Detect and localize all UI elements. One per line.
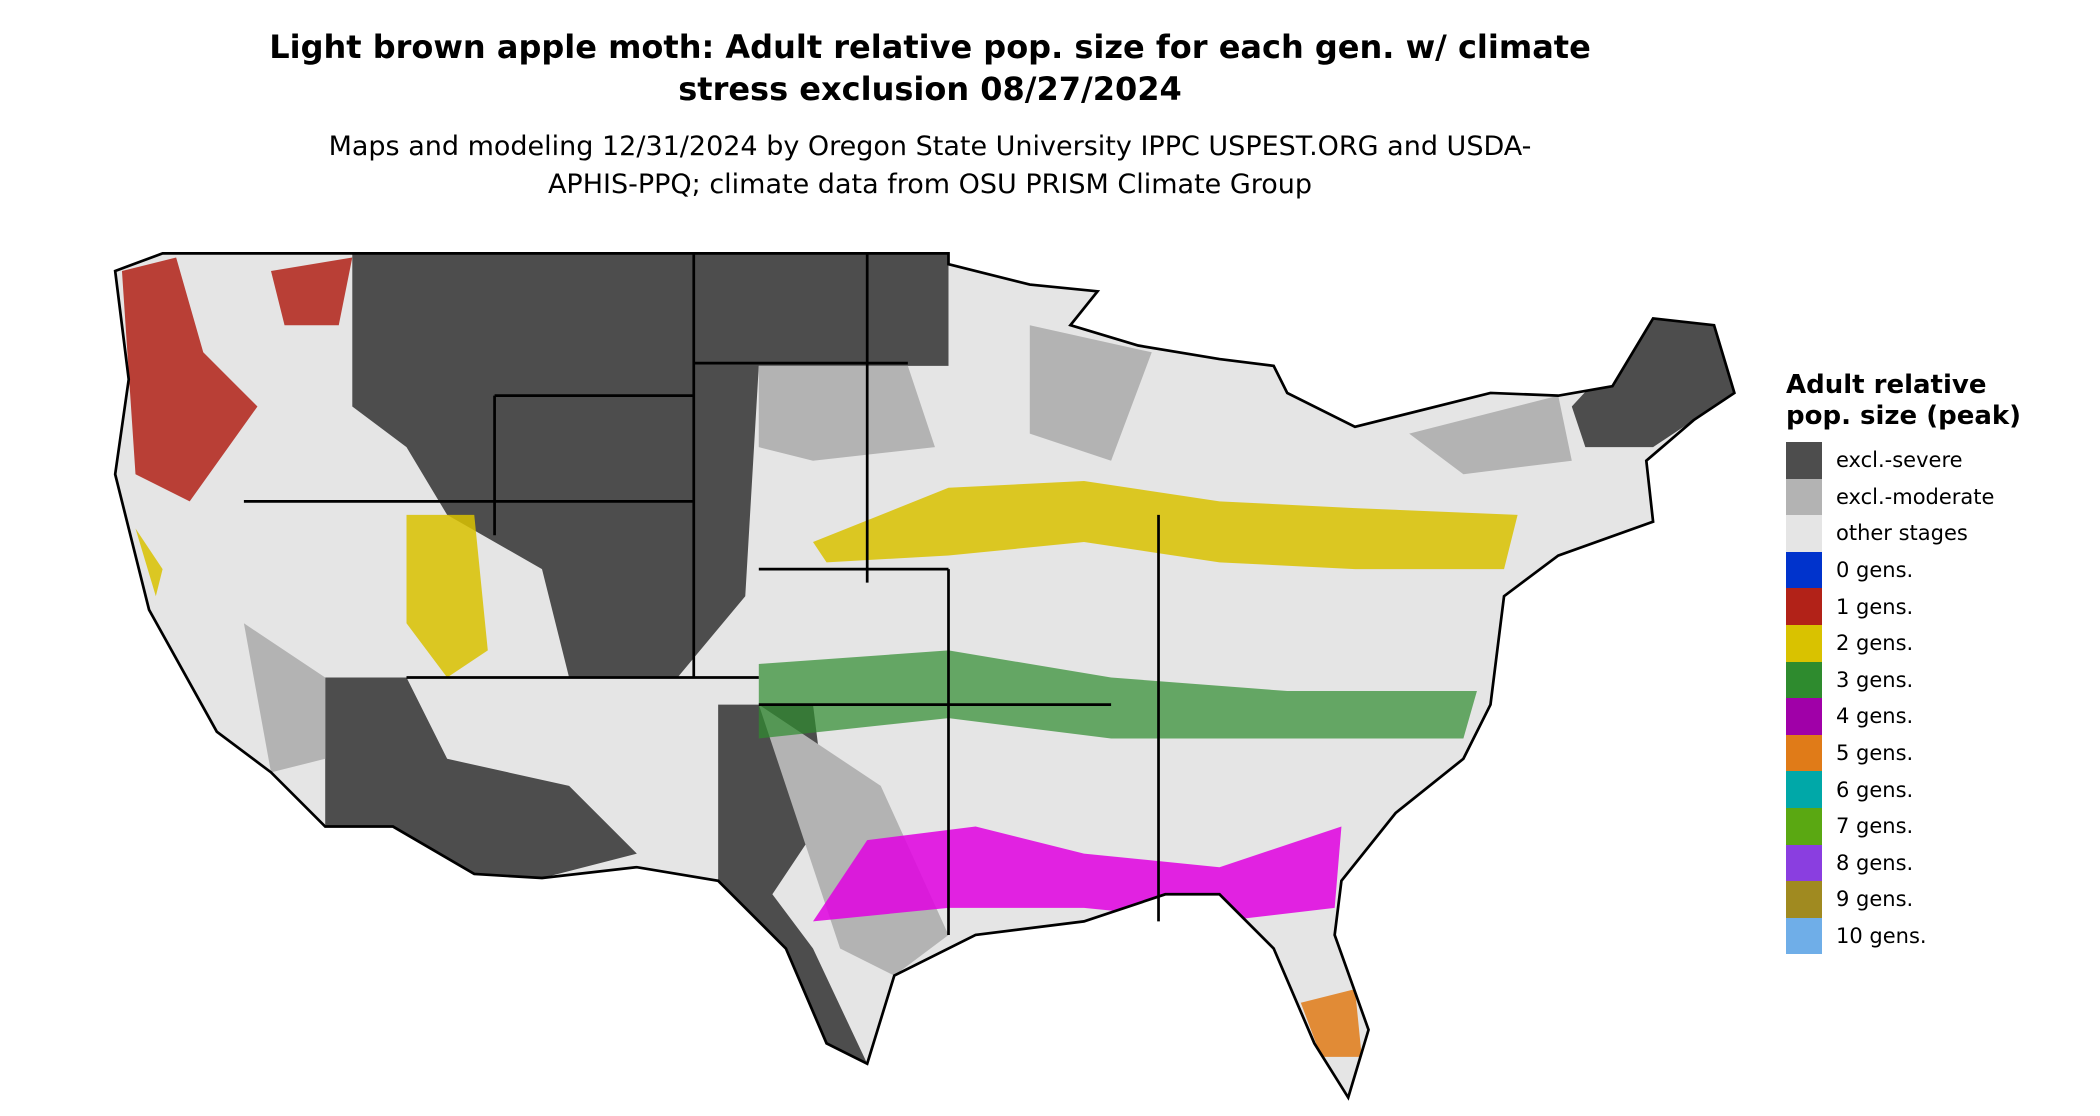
legend-label: 9 gens. <box>1836 887 1914 912</box>
legend-item: 10 gens. <box>1786 917 2086 955</box>
map-title: Light brown apple moth: Adult relative p… <box>269 28 1591 108</box>
legend-item: excl.-severe <box>1786 442 2086 479</box>
legend-label: 0 gens. <box>1836 558 1914 583</box>
legend-items: excl.-severe excl.-moderate other stages 0 … <box>1786 442 2086 955</box>
legend-item: 0 gens. <box>1786 551 2086 589</box>
legend-swatch <box>1786 844 1822 882</box>
legend-swatch <box>1786 551 1822 589</box>
map <box>114 252 1736 1099</box>
legend-swatch <box>1786 624 1822 662</box>
legend-item: 8 gens. <box>1786 844 2086 882</box>
legend-label: 4 gens. <box>1836 704 1914 729</box>
state-borders <box>114 252 1736 1099</box>
legend-label: 10 gens. <box>1836 924 1927 949</box>
legend-swatch <box>1786 917 1822 955</box>
legend-label: 7 gens. <box>1836 814 1914 839</box>
legend-label: excl.-severe <box>1836 448 1963 473</box>
legend-label: 8 gens. <box>1836 850 1914 875</box>
legend-item: 3 gens. <box>1786 661 2086 699</box>
legend-item: other stages <box>1786 515 2086 552</box>
legend-swatch <box>1786 515 1822 552</box>
legend-item: excl.-moderate <box>1786 478 2086 516</box>
legend-swatch <box>1786 661 1822 699</box>
legend-swatch <box>1786 698 1822 735</box>
legend-label: 2 gens. <box>1836 631 1914 656</box>
legend-swatch <box>1786 734 1822 772</box>
legend-swatch <box>1786 881 1822 918</box>
legend-label: 5 gens. <box>1836 741 1914 766</box>
legend-swatch <box>1786 588 1822 625</box>
legend-label: excl.-moderate <box>1836 484 1995 509</box>
legend-item: 7 gens. <box>1786 807 2086 845</box>
legend-label: 1 gens. <box>1836 594 1914 619</box>
legend-label: 6 gens. <box>1836 777 1914 802</box>
legend-title: Adult relative pop. size (peak) <box>1786 370 2022 431</box>
legend-item: 9 gens. <box>1786 881 2086 918</box>
legend-label: other stages <box>1836 521 1968 546</box>
legend-item: 4 gens. <box>1786 698 2086 735</box>
legend-label: 3 gens. <box>1836 667 1914 692</box>
legend-swatch <box>1786 478 1822 516</box>
map-subtitle: Maps and modeling 12/31/2024 by Oregon S… <box>328 131 1532 200</box>
legend-item: 1 gens. <box>1786 588 2086 625</box>
legend-item: 2 gens. <box>1786 624 2086 662</box>
legend-item: 6 gens. <box>1786 771 2086 808</box>
legend: Adult relative pop. size (peak) excl.-se… <box>1786 370 2086 955</box>
legend-swatch <box>1786 442 1822 479</box>
legend-swatch <box>1786 771 1822 808</box>
legend-item: 5 gens. <box>1786 734 2086 772</box>
legend-swatch <box>1786 807 1822 845</box>
